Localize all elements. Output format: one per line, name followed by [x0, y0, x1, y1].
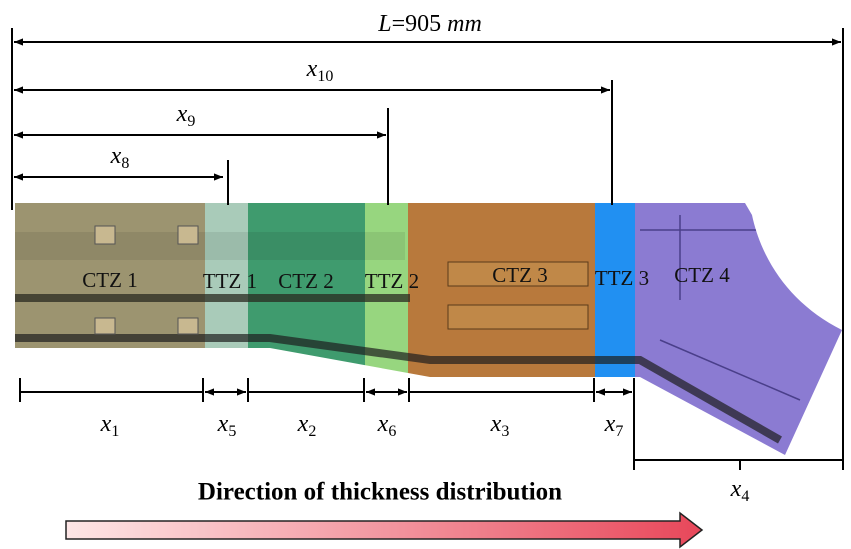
zone-label: TTZ 1 [203, 269, 257, 293]
label-part: 2 [308, 423, 316, 440]
dimension-label: x2 [297, 411, 317, 440]
label-part: x [490, 411, 502, 437]
dimension-label: x6 [377, 411, 397, 440]
dimension-label: x5 [217, 411, 237, 440]
label-part: =905 [392, 11, 448, 37]
dimension-label: x10 [306, 56, 334, 85]
zone-label: CTZ 2 [278, 269, 333, 293]
label-part: x [110, 143, 122, 169]
arrow-caption: Direction of thickness distribution [198, 479, 562, 506]
dimension-label: x8 [110, 143, 130, 172]
dimension-label: x4 [730, 476, 750, 505]
label-part: 3 [501, 423, 509, 440]
label-part: x [176, 101, 188, 127]
label-part: x [297, 411, 309, 437]
label-part: x [100, 411, 112, 437]
label-part: 10 [317, 68, 333, 85]
zone-label: TTZ 2 [365, 269, 419, 293]
label-part: x [604, 411, 616, 437]
label-part: 4 [741, 488, 749, 505]
zone-label: TTZ 3 [595, 266, 649, 290]
label-part: 9 [187, 113, 195, 130]
zone-label: CTZ 4 [674, 263, 730, 287]
label-part: L [377, 11, 391, 37]
dimension-label: x9 [176, 101, 196, 130]
label-part: 5 [228, 423, 236, 440]
zone-label: CTZ 1 [82, 268, 137, 292]
label-part: x [730, 476, 742, 502]
total-length: L=905 mm [377, 11, 482, 37]
label-part: x [377, 411, 389, 437]
label-part: 8 [121, 155, 129, 172]
label-part: 6 [388, 423, 396, 440]
dimension-label: x1 [100, 411, 120, 440]
diagram: CTZ 1 TTZ 1 CTZ 2 TTZ 2 CTZ 3 TTZ 3 CTZ … [0, 0, 851, 549]
dimension-label: x7 [604, 411, 624, 440]
label-part: x [217, 411, 229, 437]
direction-arrow [66, 513, 702, 547]
zone-label: CTZ 3 [492, 263, 547, 287]
part [10, 200, 851, 460]
label-part: 7 [615, 423, 623, 440]
label-part: mm [447, 11, 482, 37]
label-part: 1 [111, 423, 119, 440]
dimension-label: x3 [490, 411, 510, 440]
label-part: x [306, 56, 318, 82]
